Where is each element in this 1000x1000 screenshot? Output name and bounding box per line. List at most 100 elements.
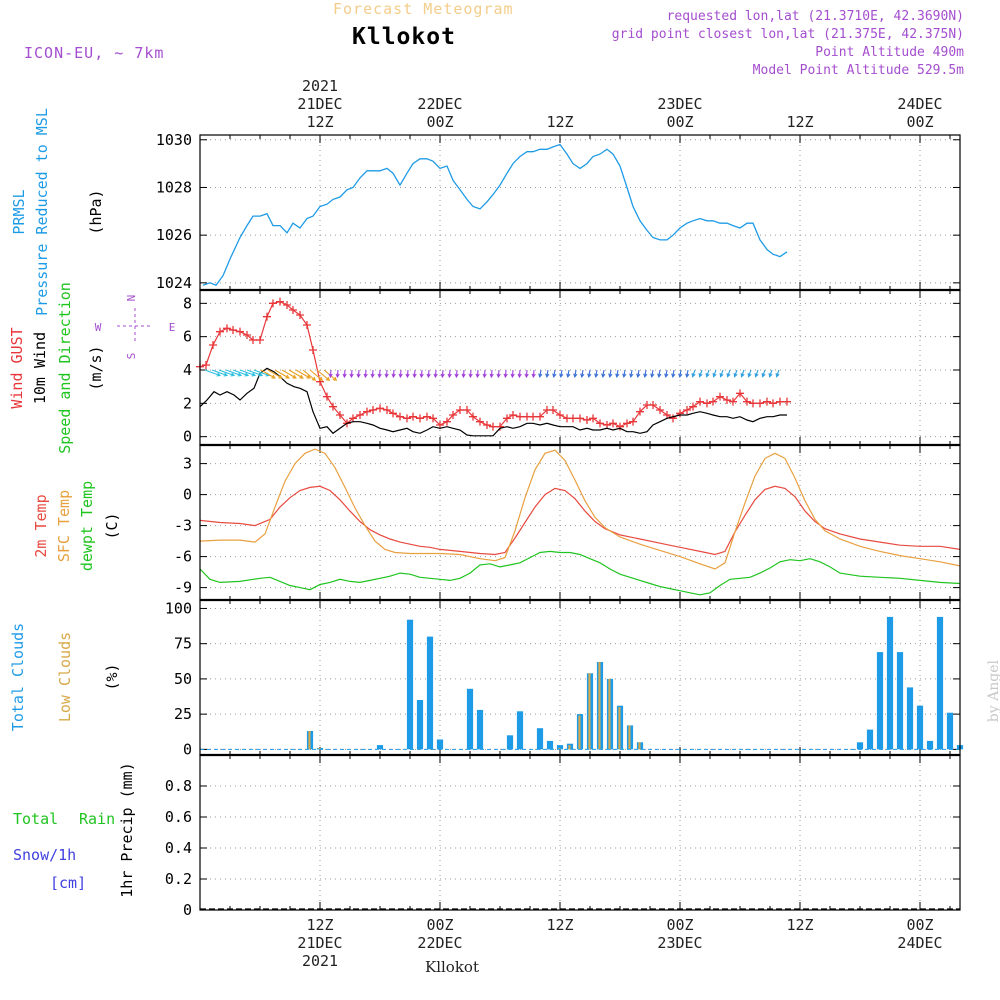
low-cloud-bar (638, 742, 641, 750)
temp-line (199, 448, 961, 570)
gust-marker (303, 321, 311, 329)
wind-direction-arrow (580, 369, 585, 379)
temp-line (199, 485, 961, 556)
gust-marker (449, 411, 457, 419)
y-tick-label: 8 (183, 294, 192, 312)
gust-marker (663, 411, 671, 419)
total-cloud-bar (906, 687, 914, 750)
y-tick-label: 0.2 (165, 870, 192, 888)
wind-direction-arrow (440, 369, 445, 379)
gust-marker (703, 399, 711, 408)
low-cloud-bar (318, 748, 321, 750)
wind-label: 10m Wind (31, 332, 49, 404)
low-cloud-bar (628, 725, 631, 750)
gust-marker (376, 404, 384, 413)
x-bottom-tick-label: 2021 (302, 952, 338, 970)
y-tick-label: 0.8 (165, 777, 192, 795)
x-top-tick-label: 12Z (786, 113, 813, 131)
gust-marker (429, 414, 437, 423)
gust-marker (349, 414, 357, 423)
x-bottom-tick-label: 00Z (666, 916, 693, 934)
gust-marker (216, 327, 224, 336)
y-tick-label: 0 (183, 486, 192, 504)
gust-marker (583, 416, 591, 424)
low-cloud-bar (598, 662, 601, 750)
gust-marker (629, 417, 637, 426)
y-tick-label: 1024 (156, 274, 192, 292)
y-tick-label: 1028 (156, 178, 192, 196)
pressure-label: PRMSL (10, 189, 28, 234)
x-top-tick-label: 24DEC (897, 95, 942, 113)
y-tick-label: 0 (183, 740, 192, 758)
wind-direction-arrow (468, 369, 473, 379)
wind-direction-arrow (454, 369, 459, 379)
requested-coordinates: requested lon,lat (21.3710E, 42.3690N) (666, 9, 964, 24)
total-cloud-bar (536, 728, 544, 750)
total-cloud-bar (506, 735, 514, 750)
total-cloud-bar (376, 745, 384, 750)
compass-north: N (125, 295, 138, 302)
gust-marker (603, 421, 611, 429)
y-tick-label: 0 (183, 428, 192, 446)
x-bottom-tick-label: 12Z (546, 916, 573, 934)
gust-marker (516, 412, 524, 421)
gust-marker (649, 401, 657, 409)
wind-direction-arrow (398, 369, 403, 379)
wind-direction-arrow (391, 369, 396, 379)
gust-marker (463, 406, 471, 414)
wind-direction-arrow (225, 369, 243, 377)
gust-marker (723, 396, 731, 404)
gust-marker (669, 414, 677, 423)
gust-marker (409, 412, 417, 421)
x-bottom-tick-label: 21DEC (297, 934, 342, 952)
x-bottom-tick-label: 23DEC (657, 934, 702, 952)
gust-marker (729, 397, 737, 406)
wind-direction-arrow (726, 369, 731, 378)
wind-direction-arrow (747, 369, 752, 378)
y-tick-label: 2 (183, 394, 192, 412)
gust-marker (503, 414, 511, 423)
wind-direction-arrow (489, 369, 494, 379)
gust-marker (456, 406, 464, 414)
wind-direction-arrow (475, 369, 480, 379)
gust-marker (269, 299, 277, 308)
gust-marker (609, 419, 617, 428)
gust-marker (696, 397, 704, 406)
wind-direction-arrow (754, 369, 759, 378)
wind-direction-arrow (288, 369, 304, 379)
wind-direction-arrow (712, 369, 717, 378)
sfc-temp-label: SFC Temp (55, 490, 73, 562)
gust-marker (509, 411, 517, 419)
x-top-tick-label: 21DEC (297, 95, 342, 113)
point-altitude: Point Altitude 490m (815, 45, 964, 60)
gust-marker (763, 397, 771, 406)
wind-direction-arrow (349, 369, 354, 379)
gust-marker (276, 297, 284, 306)
gust-marker (783, 397, 791, 406)
total-cloud-bar (936, 616, 944, 750)
wind-direction-arrow (405, 369, 410, 379)
gust-marker (709, 397, 717, 406)
total-clouds-label: Total Clouds (9, 623, 27, 731)
x-top-tick-label: 2021 (302, 77, 338, 95)
low-clouds-label: Low Clouds (56, 632, 74, 722)
wind-direction-arrow (566, 369, 571, 379)
rain-label: Rain (79, 810, 115, 828)
gust-marker (476, 417, 484, 426)
y-tick-label: 4 (183, 361, 192, 379)
gust-marker (256, 336, 264, 344)
low-cloud-bar (558, 748, 561, 750)
pressure-long-label: Pressure Reduced to MSL (33, 108, 51, 316)
gust-marker (443, 417, 451, 426)
wind-direction-arrow (622, 369, 627, 379)
gust-marker (396, 412, 404, 421)
wind-direction-arrow (740, 369, 745, 378)
wind-direction-arrow (309, 369, 324, 382)
gust-marker (576, 414, 584, 423)
gust-marker (749, 399, 757, 408)
gust-marker (529, 412, 537, 421)
gust-marker (589, 414, 597, 423)
wind-direction-arrow (775, 369, 780, 378)
total-cloud-bar (856, 742, 864, 750)
wind-direction-arrow (761, 369, 766, 378)
